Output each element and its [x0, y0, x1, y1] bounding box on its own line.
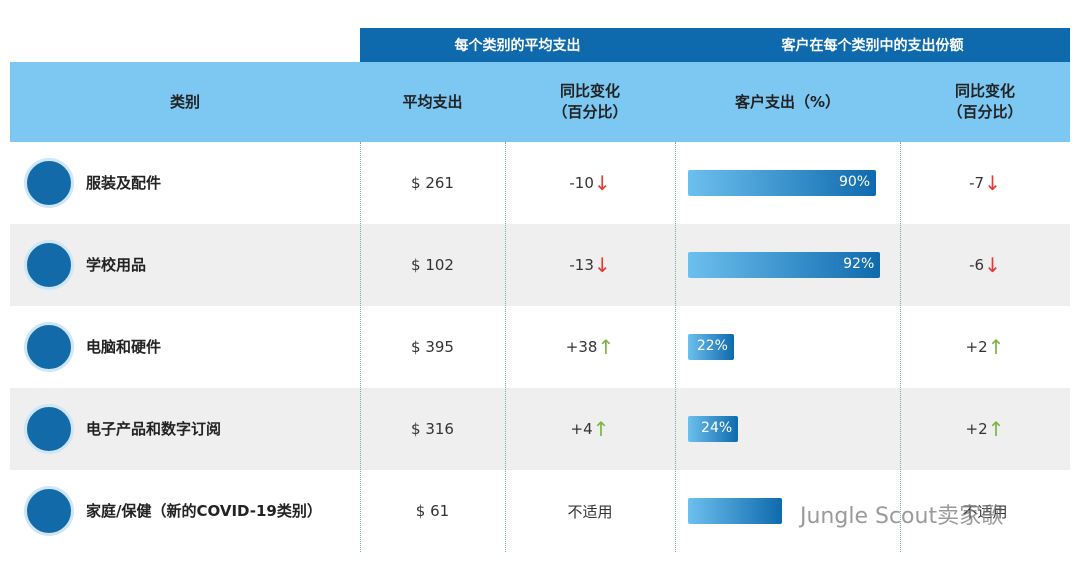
category: 家庭/保健（新的COVID-19类别）: [86, 502, 322, 520]
share-yoy-change: +2 ↑: [900, 388, 1070, 470]
trend-arrow: ↓: [593, 171, 611, 195]
share-bar: 24%: [688, 416, 739, 442]
yoy-value: -10: [569, 174, 594, 192]
yoy-value: -13: [569, 256, 594, 274]
share-yoy-change: 不适用: [900, 470, 1070, 552]
trend-arrow: ↓: [984, 171, 1001, 195]
trend-arrow: ↑: [987, 417, 1005, 441]
trend-arrow: ↓: [984, 253, 1001, 277]
row-bg: [10, 224, 1070, 306]
header-line: 客户支出（%）: [734, 92, 841, 111]
column-separator: [675, 142, 676, 552]
row-bg: [10, 388, 1070, 470]
share-bar: [688, 498, 783, 524]
header-group: 每个类别的平均支出: [360, 28, 675, 62]
share-yoy-value: -7: [969, 174, 985, 192]
category-icon: [24, 404, 74, 454]
yoy-change: 不适用: [505, 470, 675, 552]
category: 服装及配件: [86, 174, 162, 192]
share-bar: 22%: [688, 334, 734, 360]
avg-spend: $ 102: [411, 256, 454, 274]
share-yoy-change: +2 ↑: [900, 306, 1070, 388]
column-separator: [505, 142, 506, 552]
yoy-change: +4 ↑: [505, 388, 675, 470]
yoy-change: -13 ↓: [505, 224, 675, 306]
header-line: （百分比）: [947, 103, 1023, 121]
header-line: 同比变化: [559, 82, 620, 100]
watermark: Jungle Scout卖家歌: [800, 504, 1004, 529]
avg-spend: $ 61: [415, 502, 450, 520]
yoy-value: 不适用: [567, 502, 613, 521]
yoy-value: +4: [570, 420, 593, 438]
column-header: 同比变化 （百分比）: [900, 62, 1070, 142]
share-yoy-change: -6 ↓: [900, 224, 1070, 306]
row-bg: [10, 470, 1070, 552]
header-line: 同比变化: [954, 82, 1015, 100]
column-header: 客户支出（%）: [675, 62, 900, 142]
header-line: 类别: [169, 92, 200, 111]
share-bar: 90%: [688, 170, 877, 196]
yoy-value: +38: [565, 338, 598, 356]
trend-arrow: ↑: [987, 335, 1005, 359]
share-label: 92%: [843, 256, 875, 272]
category: 电脑和硬件: [86, 338, 162, 356]
trend-arrow: ↑: [597, 335, 615, 359]
category-icon: [24, 240, 74, 290]
column-header: 平均支出: [360, 62, 505, 142]
share-yoy-change: -7 ↓: [900, 142, 1070, 224]
share-yoy-value: 不适用: [962, 502, 1008, 521]
header-line: （百分比）: [552, 103, 628, 121]
column-header: 同比变化 （百分比）: [505, 62, 675, 142]
row-bg: [10, 142, 1070, 224]
header-group: 客户在每个类别中的支出份额: [675, 28, 1070, 62]
share-yoy-value: +2: [965, 338, 988, 356]
category-icon: [24, 486, 74, 536]
share-bar: 92%: [688, 252, 881, 278]
share-label: 24%: [701, 420, 733, 436]
category: 电子产品和数字订阅: [86, 420, 222, 438]
column-separator: [360, 142, 361, 552]
share-yoy-value: +2: [965, 420, 988, 438]
yoy-change: -10 ↓: [505, 142, 675, 224]
header-line: 平均支出: [402, 92, 463, 111]
share-yoy-value: -6: [969, 256, 985, 274]
avg-spend: $ 395: [411, 338, 454, 356]
category-icon: [24, 158, 74, 208]
avg-spend: $ 316: [411, 420, 454, 438]
trend-arrow: ↑: [592, 417, 610, 441]
row-bg: [10, 306, 1070, 388]
category: 学校用品: [86, 256, 147, 274]
share-label: 22%: [696, 338, 728, 354]
trend-arrow: ↓: [593, 253, 611, 277]
category-icon: [24, 322, 74, 372]
yoy-change: +38 ↑: [505, 306, 675, 388]
share-label: 90%: [838, 174, 871, 190]
avg-spend: $ 261: [411, 174, 454, 192]
column-separator: [900, 142, 901, 552]
column-header: 类别: [10, 62, 360, 142]
